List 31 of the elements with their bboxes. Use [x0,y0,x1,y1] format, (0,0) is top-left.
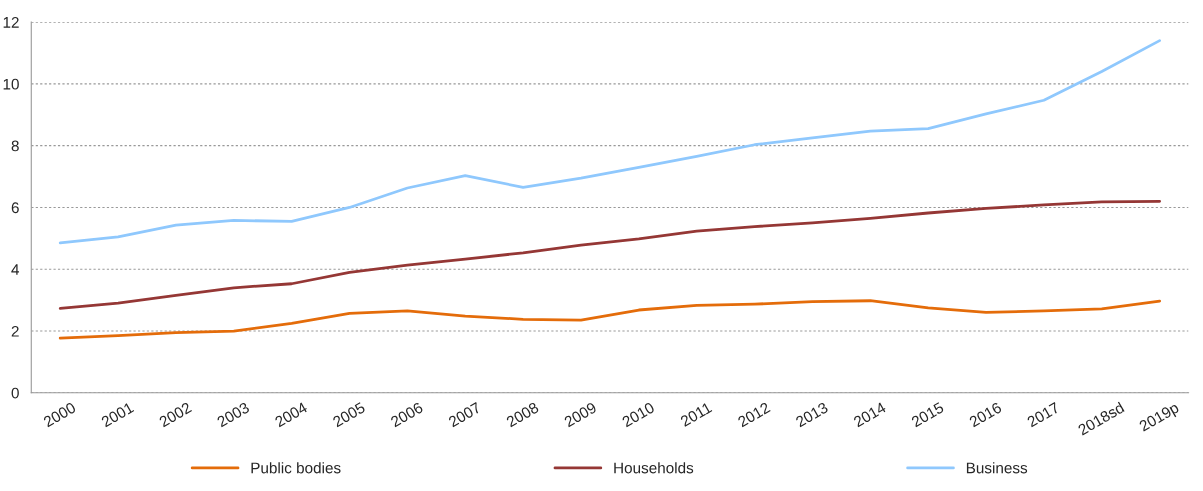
x-tick-label: 2002 [158,401,193,428]
x-tick-label: 2015 [910,401,945,428]
y-tick-label: 6 [11,202,19,214]
x-tick-label: 2016 [968,401,1003,428]
x-tick-label: 2010 [621,401,656,428]
x-tick-label: 2011 [679,401,713,427]
x-tick-label: 2013 [795,401,829,428]
x-tick-label: 2003 [216,401,250,428]
x-tick-label: 2008 [505,401,540,428]
x-tick-label: 2005 [332,401,366,428]
x-tick-label: 2017 [1026,401,1061,428]
legend-label: Public bodies [251,462,341,474]
y-tick-label: 4 [11,264,20,275]
line-series [58,199,1162,310]
x-tick-label: 2012 [737,401,771,428]
y-tick-label: 8 [11,140,19,152]
legend-label: Households [614,462,694,474]
x-tick-label: 2000 [42,401,77,428]
line-series [58,39,1162,245]
x-tick-label: 2009 [563,401,598,428]
x-tick-label: 2006 [389,401,424,428]
y-tick-label: 10 [3,78,19,90]
x-tick-label: 2014 [852,401,887,428]
y-tick-label: 2 [11,325,19,337]
x-tick-label: 2007 [447,401,482,428]
line-series [58,299,1162,340]
x-tick-label: 2001 [100,401,135,428]
y-tick-label: 0 [11,387,19,399]
y-tick-label: 12 [3,16,19,28]
legend-label: Business [966,462,1028,474]
x-tick-label: 2004 [274,401,309,428]
